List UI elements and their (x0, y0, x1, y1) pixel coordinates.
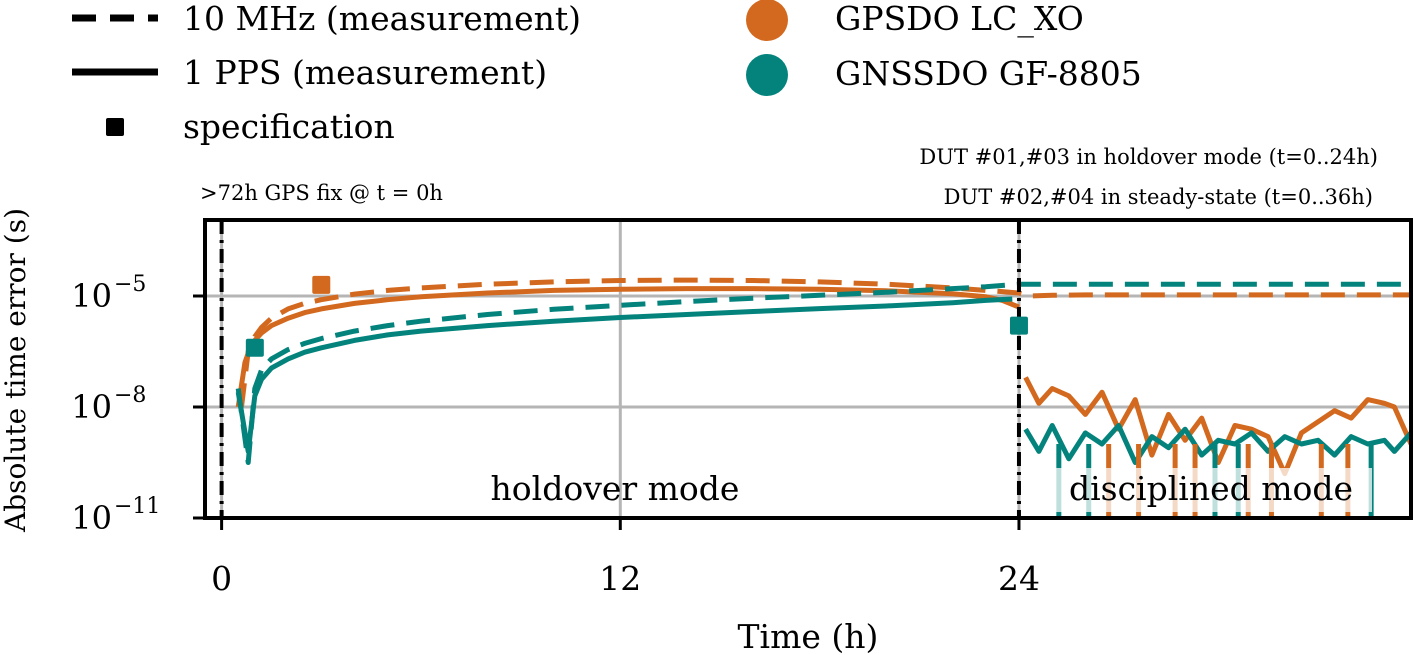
legend-gpsdo-marker (746, 0, 788, 41)
holdover-mode-label: holdover mode (491, 469, 740, 508)
x-tick-label-12: 12 (599, 559, 641, 598)
spec-marker-gpsdo-lc-xo-0 (312, 275, 331, 294)
y-tick-label-exp-5: −5 (114, 272, 146, 297)
specification-markers (245, 275, 1028, 357)
legend-label-1pps: 1 PPS (measurement) (183, 53, 547, 92)
dut-steady-annotation: DUT #02,#04 in steady-state (t=0..36h) (944, 185, 1373, 209)
y-tick-label-exp-8: −8 (114, 383, 146, 408)
legend-gnssdo-marker (746, 54, 788, 96)
series-gnssdo-gf-8805-disciplined-1-pps-noise (1023, 423, 1411, 465)
spec-marker-gnssdo-gf-8805-2 (1009, 316, 1028, 335)
y-tick-label-exp-11: −11 (114, 494, 160, 519)
legend: 10 MHz (measurement) 1 PPS (measurement)… (72, 0, 1142, 146)
spec-marker-gnssdo-gf-8805-1 (245, 338, 264, 357)
gps-fix-annotation: >72h GPS fix @ t = 0h (200, 181, 443, 205)
series-gpsdo-lc-xo-disciplined-1-pps-noise (1023, 376, 1411, 477)
y-axis-label: Absolute time error (s) (0, 208, 32, 533)
series-gpsdo-lc-xo-10-mhz-measurement (239, 277, 1411, 408)
series-gnssdo-gf-8805-10-mhz-measurement (235, 281, 1411, 465)
y-tick-label-base-5: 10 (71, 277, 112, 315)
x-tick-label-24: 24 (998, 559, 1040, 598)
legend-label-gpsdo: GPSDO LC_XO (835, 0, 1084, 39)
legend-label-specification: specification (183, 107, 395, 146)
y-tick-label-base-11: 10 (71, 499, 112, 537)
legend-specification-marker (106, 118, 124, 136)
event-lines (219, 220, 1021, 518)
legend-label-10mhz: 10 MHz (measurement) (183, 0, 581, 38)
y-tick-label-base-8: 10 (71, 388, 112, 426)
dut-holdover-annotation: DUT #01,#03 in holdover mode (t=0..24h) (919, 145, 1378, 169)
disciplined-mode-label: disciplined mode (1069, 469, 1353, 508)
disciplined-label-background (1050, 468, 1372, 512)
x-axis-label: Time (h) (738, 617, 879, 655)
plot-frame (203, 218, 1413, 520)
series-gnssdo-gf-8805-1-pps-measurement (235, 296, 1013, 454)
legend-label-gnssdo: GNSSDO GF-8805 (835, 54, 1142, 93)
x-tick-label-0: 0 (211, 559, 232, 598)
